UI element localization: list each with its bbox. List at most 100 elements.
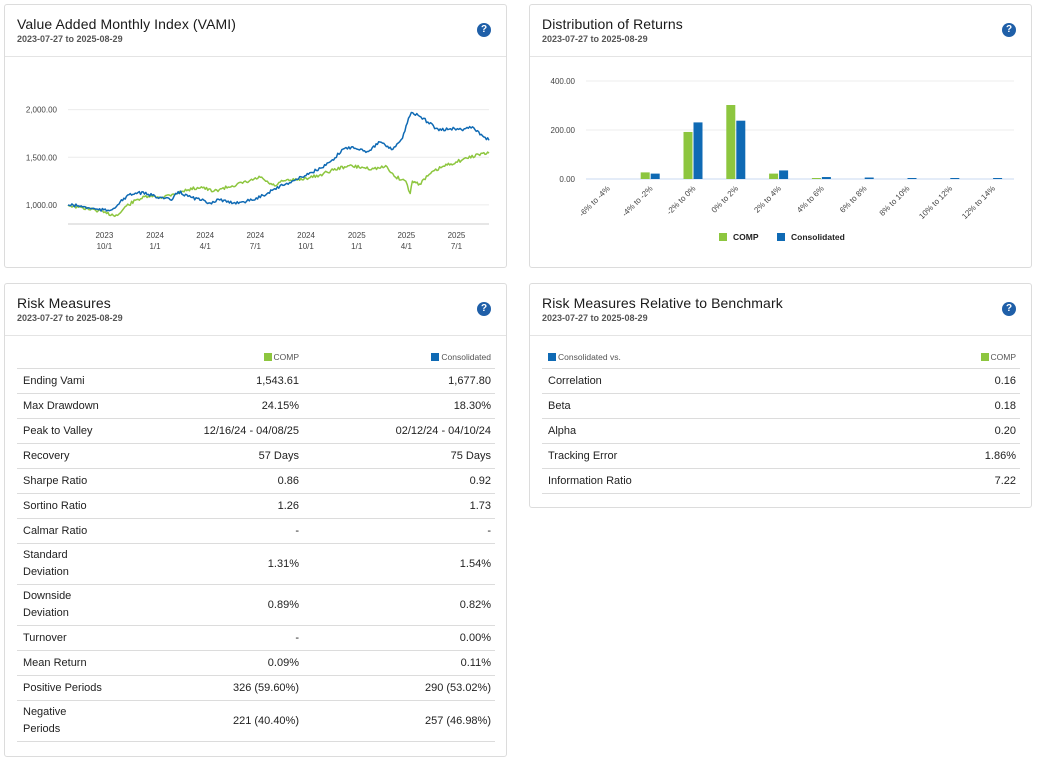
x-tick-year: 2023 [95, 231, 113, 240]
comp-value: 1,543.61 [117, 368, 303, 394]
consolidated-legend-swatch [431, 352, 440, 361]
legend-swatch-comp [719, 233, 727, 241]
bar-consolidated [779, 170, 789, 179]
consolidated-value: 1,677.80 [303, 368, 495, 394]
table-row: Peak to Valley 12/16/24 - 04/08/25 02/12/2… [17, 418, 495, 444]
consolidated-value: 0.82% [303, 584, 495, 626]
x-tick-month: 10/1 [97, 242, 113, 251]
table-row: Beta 0.18 [542, 393, 1020, 419]
x-tick-label: -2% to 0% [665, 184, 697, 216]
help-icon[interactable]: ? [477, 23, 491, 37]
col-consolidated-header: Consolidated [303, 346, 495, 369]
comp-legend-swatch [263, 352, 272, 361]
relative-risk-card: Risk Measures Relative to Benchmark 2023… [529, 283, 1032, 508]
row-label-text: Deviation [23, 565, 69, 578]
y-tick-label: 0.00 [559, 175, 575, 184]
comp-value: 221 (40.40%) [117, 700, 303, 742]
row-label: Recovery [17, 443, 117, 469]
row-label-text: Sharpe Ratio [23, 474, 88, 487]
row-label: Tracking Error [542, 443, 874, 469]
table-header-row: COMP Consolidated [17, 346, 495, 369]
table-row: Positive Periods 326 (59.60%) 290 (53.02%) [17, 675, 495, 701]
consolidated-value: 75 Days [303, 443, 495, 469]
help-icon[interactable]: ? [477, 302, 491, 316]
table-row: Correlation 0.16 [542, 368, 1020, 394]
x-tick-year: 2024 [246, 231, 264, 240]
x-tick-month: 7/1 [451, 242, 463, 251]
col-left-header: Consolidated vs. [542, 346, 874, 369]
consolidated-value: 290 (53.02%) [303, 675, 495, 701]
consolidated-value: 257 (46.98%) [303, 700, 495, 742]
comp-value: 24.15% [117, 393, 303, 419]
x-tick-month: 4/1 [401, 242, 413, 251]
comp-value: - [117, 625, 303, 651]
comp-value: 12/16/24 - 04/08/25 [117, 418, 303, 444]
row-label-text: Recovery [23, 449, 70, 462]
help-icon[interactable]: ? [1002, 302, 1016, 316]
relative-risk-title: Risk Measures Relative to Benchmark [542, 295, 783, 311]
legend-swatch-consolidated [777, 233, 785, 241]
row-label-text: Max Drawdown [23, 399, 99, 412]
comp-value: 0.86 [117, 468, 303, 494]
row-label: Ending Vami [17, 368, 117, 394]
row-label: Peak to Valley [17, 418, 117, 444]
table-row: Information Ratio 7.22 [542, 468, 1020, 494]
y-tick-label: 2,000.00 [26, 106, 58, 115]
y-tick-label: 1,000.00 [26, 201, 58, 210]
help-icon[interactable]: ? [1002, 23, 1016, 37]
bar-comp [683, 131, 693, 179]
relative-risk-table: Consolidated vs. COMP Correlation 0.16 Bet… [542, 346, 1020, 494]
consolidated-value: 0.11% [303, 650, 495, 676]
x-tick-year: 2025 [397, 231, 415, 240]
row-value: 0.20 [873, 418, 1020, 444]
bar-comp [726, 105, 736, 179]
x-tick-month: 10/1 [298, 242, 314, 251]
row-label-text: Mean Return [23, 656, 87, 669]
comp-legend-swatch [980, 352, 989, 361]
row-label: Sortino Ratio [17, 493, 117, 519]
table-row: Downside Deviation 0.89% 0.82% [17, 584, 495, 626]
table-row: Calmar Ratio - - [17, 518, 495, 544]
bar-consolidated [693, 122, 703, 179]
row-label-text: Ending Vami [23, 374, 85, 387]
table-row: Max Drawdown 24.15% 18.30% [17, 393, 495, 419]
distribution-chart: 400.00 200.00 0.00-6% to -4% -4% to -2% -2% … [551, 77, 1014, 242]
risk-measures-header: Risk Measures 2023-07-27 to 2025-08-29 ? [5, 284, 506, 336]
relative-risk-subtitle: 2023-07-27 to 2025-08-29 [542, 313, 648, 323]
row-label-text: Calmar Ratio [23, 524, 88, 537]
distribution-header: Distribution of Returns 2023-07-27 to 20… [530, 5, 1031, 57]
table-row: Negative Periods 221 (40.40%) 257 (46.98%) [17, 700, 495, 742]
row-label-text: Sortino Ratio [23, 499, 87, 512]
x-tick-label: 6% to 8% [838, 184, 869, 215]
row-label-text: Standard [23, 548, 68, 561]
row-label: Turnover [17, 625, 117, 651]
vami-title: Value Added Monthly Index (VAMI) [17, 16, 237, 32]
col-comp-header: COMP [117, 346, 303, 369]
row-label: Correlation [542, 368, 874, 394]
row-label: Negative Periods [17, 700, 117, 742]
row-value: 1.86% [873, 443, 1020, 469]
x-tick-month: 1/1 [351, 242, 363, 251]
vami-subtitle: 2023-07-27 to 2025-08-29 [17, 34, 123, 44]
series-line-consolidated [67, 111, 490, 212]
x-tick-label: 12% to 14% [960, 184, 997, 221]
row-value: 7.22 [873, 468, 1020, 494]
x-tick-month: 4/1 [200, 242, 212, 251]
y-tick-label: 200.00 [551, 126, 576, 135]
consolidated-value: 1.73 [303, 493, 495, 519]
table-row: Recovery 57 Days 75 Days [17, 443, 495, 469]
x-tick-label: 10% to 12% [917, 184, 954, 221]
bar-comp [769, 173, 779, 179]
row-label: Standard Deviation [17, 543, 117, 585]
risk-measures-title: Risk Measures [17, 295, 111, 311]
relative-risk-header: Risk Measures Relative to Benchmark 2023… [530, 284, 1031, 336]
row-label-text: Turnover [23, 631, 67, 644]
col-left-label: Consolidated vs. [558, 351, 621, 362]
series-line-comp [67, 151, 490, 218]
row-label: Alpha [542, 418, 874, 444]
bar-comp [811, 178, 821, 179]
x-tick-year: 2025 [448, 231, 466, 240]
table-row: Standard Deviation 1.31% 1.54% [17, 543, 495, 585]
x-tick-year: 2024 [196, 231, 214, 240]
table-row: Tracking Error 1.86% [542, 443, 1020, 469]
